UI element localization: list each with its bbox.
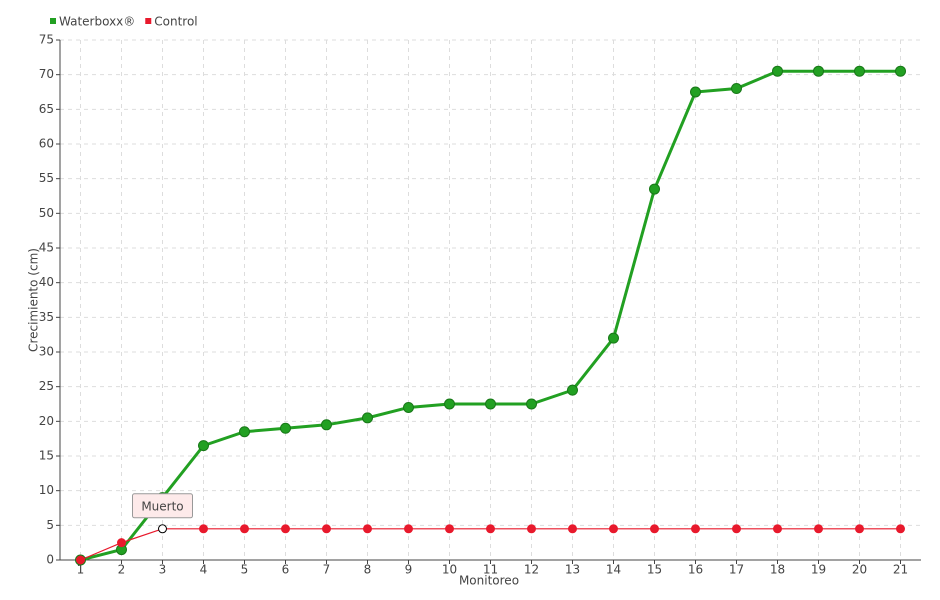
y-tick-label: 25 <box>39 379 54 393</box>
data-point <box>772 65 783 77</box>
y-tick-label: 60 <box>39 137 54 151</box>
data-point <box>321 419 332 431</box>
x-tick-label: 3 <box>159 563 167 577</box>
y-tick-label: 10 <box>39 483 54 497</box>
data-point <box>445 524 454 534</box>
data-point <box>731 83 742 95</box>
data-point <box>403 401 414 413</box>
x-tick-label: 17 <box>729 563 744 577</box>
data-point <box>608 332 619 344</box>
y-tick-label: 70 <box>39 67 54 81</box>
x-tick-label: 15 <box>647 563 662 577</box>
data-point <box>690 86 701 98</box>
y-tick-label: 30 <box>39 345 54 359</box>
annotation-text: Muerto <box>141 499 183 513</box>
data-point <box>526 398 537 410</box>
data-point <box>814 524 823 534</box>
x-tick-label: 12 <box>524 563 539 577</box>
x-tick-label: 5 <box>241 563 249 577</box>
x-tick-label: 8 <box>364 563 372 577</box>
legend-swatch <box>145 18 152 24</box>
data-point <box>280 422 291 434</box>
data-point <box>199 524 208 534</box>
data-point <box>691 524 700 534</box>
x-tick-label: 19 <box>811 563 826 577</box>
x-tick-label: 20 <box>852 563 867 577</box>
data-point <box>486 524 495 534</box>
y-tick-label: 75 <box>39 33 54 47</box>
data-point <box>485 398 496 410</box>
y-axis-title: Crecimiento (cm) <box>27 248 41 352</box>
x-tick-label: 7 <box>323 563 331 577</box>
data-point <box>281 524 290 534</box>
data-point <box>322 524 331 534</box>
data-point <box>649 183 660 195</box>
x-tick-label: 18 <box>770 563 785 577</box>
data-point <box>773 524 782 534</box>
y-tick-label: 55 <box>39 171 54 185</box>
y-tick-label: 65 <box>39 102 54 116</box>
data-point <box>854 65 865 77</box>
y-tick-label: 5 <box>46 518 54 532</box>
legend-swatch <box>50 18 56 24</box>
data-point <box>568 524 577 534</box>
data-point <box>362 412 373 424</box>
x-tick-label: 13 <box>565 563 580 577</box>
data-point <box>363 524 372 534</box>
data-point <box>76 555 85 565</box>
y-tick-label: 15 <box>39 449 54 463</box>
x-tick-label: 21 <box>893 563 908 577</box>
data-point <box>896 524 905 534</box>
data-point <box>198 440 209 452</box>
data-point <box>732 524 741 534</box>
data-point <box>240 524 249 534</box>
legend-label: Control <box>154 15 197 29</box>
data-point <box>855 524 864 534</box>
y-tick-label: 20 <box>39 414 54 428</box>
data-point <box>444 398 455 410</box>
y-tick-label: 40 <box>39 275 54 289</box>
annotation-box <box>132 493 193 519</box>
data-point <box>117 538 126 548</box>
data-point <box>895 65 906 77</box>
data-point <box>527 524 536 534</box>
x-tick-label: 4 <box>200 563 208 577</box>
x-axis-title: Monitoreo <box>459 574 519 588</box>
x-tick-label: 9 <box>405 563 413 577</box>
y-tick-label: 45 <box>39 241 54 255</box>
x-tick-label: 1 <box>77 563 85 577</box>
x-tick-label: 11 <box>483 563 498 577</box>
y-tick-label: 35 <box>39 310 54 324</box>
x-tick-label: 10 <box>442 563 457 577</box>
x-tick-label: 14 <box>606 563 621 577</box>
x-tick-label: 2 <box>118 563 126 577</box>
data-point <box>158 524 167 534</box>
data-point <box>567 384 578 396</box>
x-tick-label: 16 <box>688 563 703 577</box>
data-point <box>813 65 824 77</box>
data-point <box>650 524 659 534</box>
data-point <box>609 524 618 534</box>
legend-label: Waterboxx® <box>59 15 135 29</box>
y-tick-label: 50 <box>39 206 54 220</box>
y-tick-label: 0 <box>46 553 54 567</box>
data-point <box>404 524 413 534</box>
data-point <box>239 426 250 438</box>
x-tick-label: 6 <box>282 563 290 577</box>
